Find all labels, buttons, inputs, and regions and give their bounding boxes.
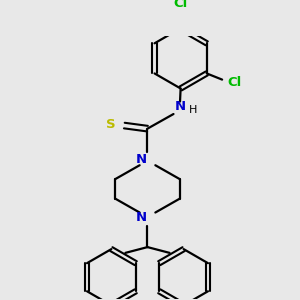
Text: Cl: Cl xyxy=(173,0,188,10)
Text: H: H xyxy=(188,105,197,115)
Text: N: N xyxy=(175,100,186,113)
Text: S: S xyxy=(106,118,115,131)
Text: Cl: Cl xyxy=(228,76,242,89)
Text: N: N xyxy=(135,212,146,224)
Text: N: N xyxy=(135,153,146,166)
